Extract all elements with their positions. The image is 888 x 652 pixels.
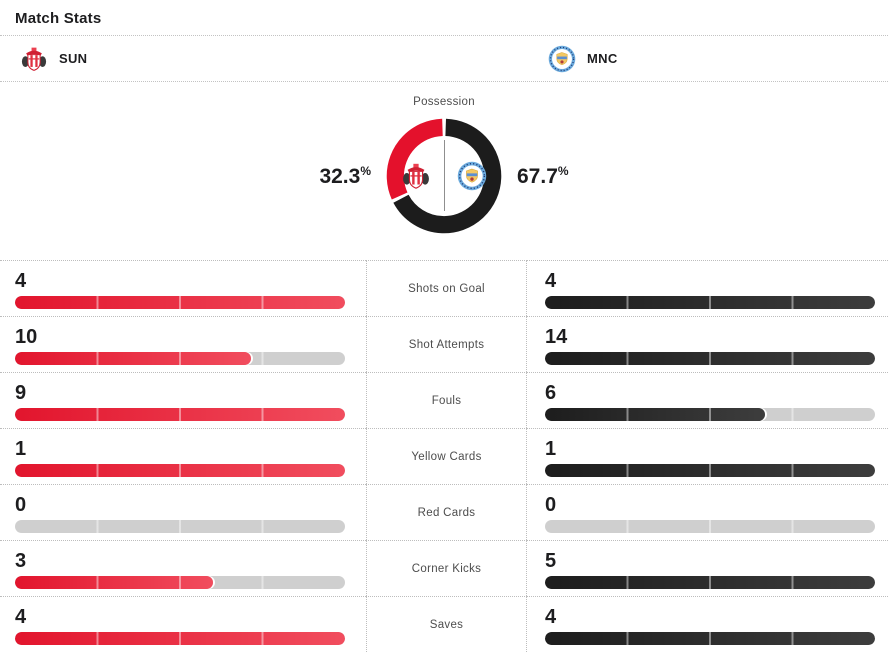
home-stat-cell: 3 <box>0 540 366 596</box>
home-stat-bar-fill <box>15 464 345 477</box>
home-stat-bar <box>15 632 345 645</box>
home-stat-cell: 0 <box>0 484 366 540</box>
home-stat-bar <box>15 464 345 477</box>
possession-donut-chart <box>385 117 503 235</box>
home-stat-value: 1 <box>15 438 27 460</box>
stat-label-cell: Corner Kicks <box>366 540 527 596</box>
away-team-abbr: MNC <box>587 51 618 66</box>
away-stat-value: 5 <box>545 550 557 572</box>
stat-label-cell: Shots on Goal <box>366 260 527 316</box>
away-stat-value: 14 <box>545 326 568 348</box>
possession-away-percent-sign: % <box>557 164 569 178</box>
donut-center-divider <box>444 140 445 211</box>
away-team-header[interactable]: MNC <box>548 36 618 81</box>
possession-label: Possession <box>413 96 475 108</box>
possession-section: Possession 32.3% 67.7% <box>0 96 888 235</box>
home-stat-value: 9 <box>15 382 27 404</box>
away-stat-bar-fill <box>545 408 765 421</box>
away-stat-cell: 6 <box>527 372 888 428</box>
possession-arc-home <box>386 118 502 234</box>
possession-away-value: 67.7% <box>517 165 569 187</box>
possession-donut-row: 32.3% 67.7% <box>0 117 888 235</box>
away-stat-bar-fill <box>545 464 875 477</box>
bar-segment-dividers <box>15 520 345 533</box>
home-stat-bar <box>15 296 345 309</box>
away-stat-bar <box>545 352 875 365</box>
stat-label: Shot Attempts <box>408 338 485 351</box>
possession-home-value: 32.3% <box>319 165 371 187</box>
away-stat-bar-fill <box>545 296 875 309</box>
home-stat-cell: 1 <box>0 428 366 484</box>
possession-donut-svg <box>386 118 502 234</box>
home-stat-bar <box>15 408 345 421</box>
stats-grid: 4 Shots on Goal 4 10 Shot Attempts 14 9 <box>0 260 888 652</box>
home-stat-value: 3 <box>15 550 27 572</box>
away-stat-cell: 4 <box>527 596 888 652</box>
possession-home-percent-sign: % <box>360 164 371 178</box>
home-team-header[interactable]: SUN <box>20 36 87 81</box>
home-stat-bar-fill <box>15 576 213 589</box>
home-stat-bar <box>15 352 345 365</box>
stat-label: Yellow Cards <box>411 450 482 463</box>
home-stat-cell: 9 <box>0 372 366 428</box>
home-stat-cell: 4 <box>0 260 366 316</box>
away-stat-bar-fill <box>545 352 875 365</box>
away-stat-cell: 4 <box>527 260 888 316</box>
away-stat-cell: 0 <box>527 484 888 540</box>
away-stat-bar <box>545 408 875 421</box>
away-stat-bar <box>545 296 875 309</box>
away-stat-bar <box>545 632 875 645</box>
home-stat-cell: 10 <box>0 316 366 372</box>
sunderland-crest-icon <box>20 45 48 73</box>
stat-label: Fouls <box>431 394 462 407</box>
away-stat-bar <box>545 576 875 589</box>
home-stat-bar-fill <box>15 632 345 645</box>
possession-arc-away <box>386 118 502 234</box>
team-header-row: SUN MNC <box>0 36 888 82</box>
possession-home-number: 32.3 <box>319 165 361 188</box>
home-stat-value: 4 <box>15 606 27 628</box>
home-stat-value: 4 <box>15 270 27 292</box>
page-title: Match Stats <box>15 10 102 27</box>
away-stat-value: 6 <box>545 382 557 404</box>
away-stat-cell: 1 <box>527 428 888 484</box>
stat-label-cell: Saves <box>366 596 527 652</box>
home-stat-bar-fill <box>15 408 345 421</box>
home-team-abbr: SUN <box>59 51 88 66</box>
home-stat-cell: 4 <box>0 596 366 652</box>
away-stat-value: 1 <box>545 438 557 460</box>
away-stat-value: 4 <box>545 606 557 628</box>
bar-segment-dividers <box>545 520 875 533</box>
away-stat-value: 0 <box>545 494 557 516</box>
stat-label-cell: Shot Attempts <box>366 316 527 372</box>
possession-donut-center <box>385 117 503 235</box>
away-stat-bar <box>545 520 875 533</box>
away-stat-bar-fill <box>545 576 875 589</box>
stat-label-cell: Red Cards <box>366 484 527 540</box>
away-stat-cell: 14 <box>527 316 888 372</box>
home-stat-bar <box>15 576 345 589</box>
away-stat-cell: 5 <box>527 540 888 596</box>
match-stats-header: Match Stats <box>0 0 888 36</box>
home-stat-value: 0 <box>15 494 27 516</box>
stat-label-cell: Fouls <box>366 372 527 428</box>
sunderland-crest-icon <box>401 161 431 191</box>
home-stat-bar-fill <box>15 352 251 365</box>
manchester-city-crest-icon <box>457 161 487 191</box>
stat-label: Shots on Goal <box>408 282 485 295</box>
stat-label: Saves <box>429 618 464 631</box>
away-stat-value: 4 <box>545 270 557 292</box>
away-stat-bar-fill <box>545 632 875 645</box>
home-stat-value: 10 <box>15 326 38 348</box>
home-stat-bar-fill <box>15 296 345 309</box>
manchester-city-crest-icon <box>548 45 576 73</box>
home-stat-bar <box>15 520 345 533</box>
away-stat-bar <box>545 464 875 477</box>
stat-label: Corner Kicks <box>411 562 482 575</box>
stat-label: Red Cards <box>417 506 476 519</box>
stat-label-cell: Yellow Cards <box>366 428 527 484</box>
possession-away-number: 67.7 <box>517 165 558 188</box>
